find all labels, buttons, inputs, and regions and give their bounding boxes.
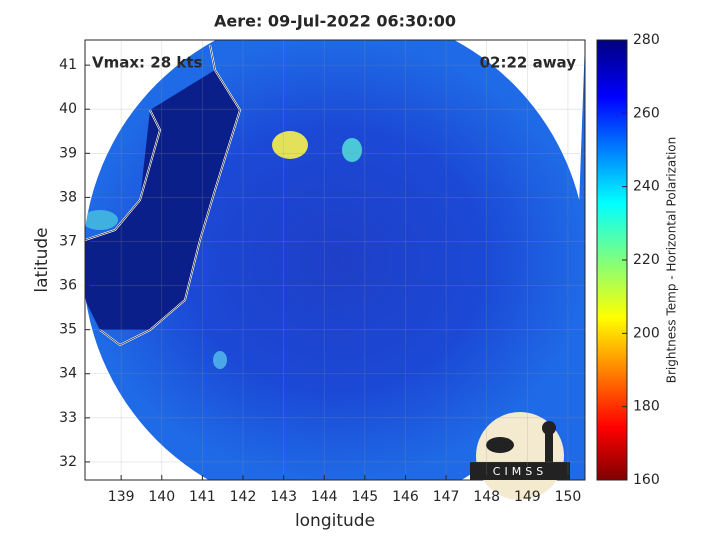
- x-axis-label: longitude: [295, 511, 375, 531]
- colorbar-tick-label: 260: [633, 105, 660, 121]
- y-axis-label: latitude: [32, 227, 52, 292]
- y-tick-label: 41: [59, 57, 77, 73]
- colorbar-tick-label: 220: [633, 252, 660, 268]
- logo-text: CIMSS: [493, 465, 547, 478]
- y-tick-label: 40: [59, 101, 77, 117]
- x-tick-label: 146: [392, 489, 419, 505]
- axes-box: [84, 39, 586, 481]
- x-tick-label: 145: [351, 489, 378, 505]
- colorbar-tick-label: 200: [633, 325, 660, 341]
- y-tick-label: 33: [59, 410, 77, 426]
- y-tick-label: 34: [59, 366, 77, 382]
- x-tick-label: 142: [230, 489, 257, 505]
- colorbar-tick-label: 280: [633, 32, 660, 48]
- x-tick-label: 139: [108, 489, 135, 505]
- colorbar-tick-label: 160: [633, 472, 660, 488]
- satellite-image: [85, 40, 585, 480]
- x-tick-label: 144: [311, 489, 338, 505]
- y-tick-label: 32: [59, 454, 77, 470]
- y-tick-label: 36: [59, 278, 77, 294]
- y-tick-label: 39: [59, 145, 77, 161]
- y-tick-label: 38: [59, 189, 77, 205]
- x-tick-label: 147: [433, 489, 460, 505]
- x-tick-label: 148: [473, 489, 500, 505]
- x-tick-label: 150: [555, 489, 582, 505]
- y-tick-label: 35: [59, 322, 77, 338]
- x-tick-label: 149: [514, 489, 541, 505]
- colorbar-tick-label: 240: [633, 179, 660, 195]
- x-tick-label: 141: [189, 489, 216, 505]
- x-tick-label: 143: [270, 489, 297, 505]
- colorbar-tick-label: 180: [633, 399, 660, 415]
- annotation: Vmax: 28 kts: [92, 54, 202, 72]
- chart-title: Aere: 09-Jul-2022 06:30:00: [214, 12, 456, 31]
- y-tick-label: 37: [59, 233, 77, 249]
- x-tick-label: 140: [148, 489, 175, 505]
- colorbar-label: Brightness Temp - Horizontal Polarizatio…: [665, 137, 679, 384]
- annotation: 02:22 away: [480, 54, 577, 72]
- logo: CIMSS: [470, 412, 570, 500]
